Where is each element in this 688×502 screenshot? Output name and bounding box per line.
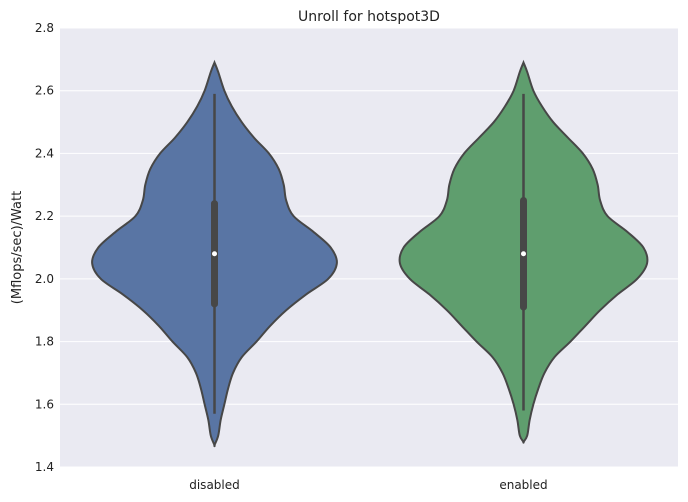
violin-median-enabled [521,251,526,257]
y-tick-label: 1.4 [35,460,54,474]
x-tick-label: disabled [189,478,240,492]
y-tick-label: 1.6 [35,397,54,411]
y-tick-label: 2.0 [35,272,54,286]
chart-title: Unroll for hotspot3D [298,9,440,25]
y-axis-label: (Mflops/sec)/Watt [10,191,25,304]
y-tick-label: 1.8 [35,335,54,349]
y-tick-label: 2.2 [35,209,54,223]
violins-group [91,59,649,448]
y-tick-label: 2.4 [35,146,54,160]
y-tick-label: 2.6 [35,84,54,98]
x-tick-labels: disabled enabled [189,478,547,492]
x-tick-label: enabled [499,478,547,492]
y-tick-label: 2.8 [35,21,54,35]
y-tick-labels: 1.4 1.6 1.8 2.0 2.2 2.4 2.6 2.8 [35,21,54,474]
violin-median-disabled [212,251,217,257]
